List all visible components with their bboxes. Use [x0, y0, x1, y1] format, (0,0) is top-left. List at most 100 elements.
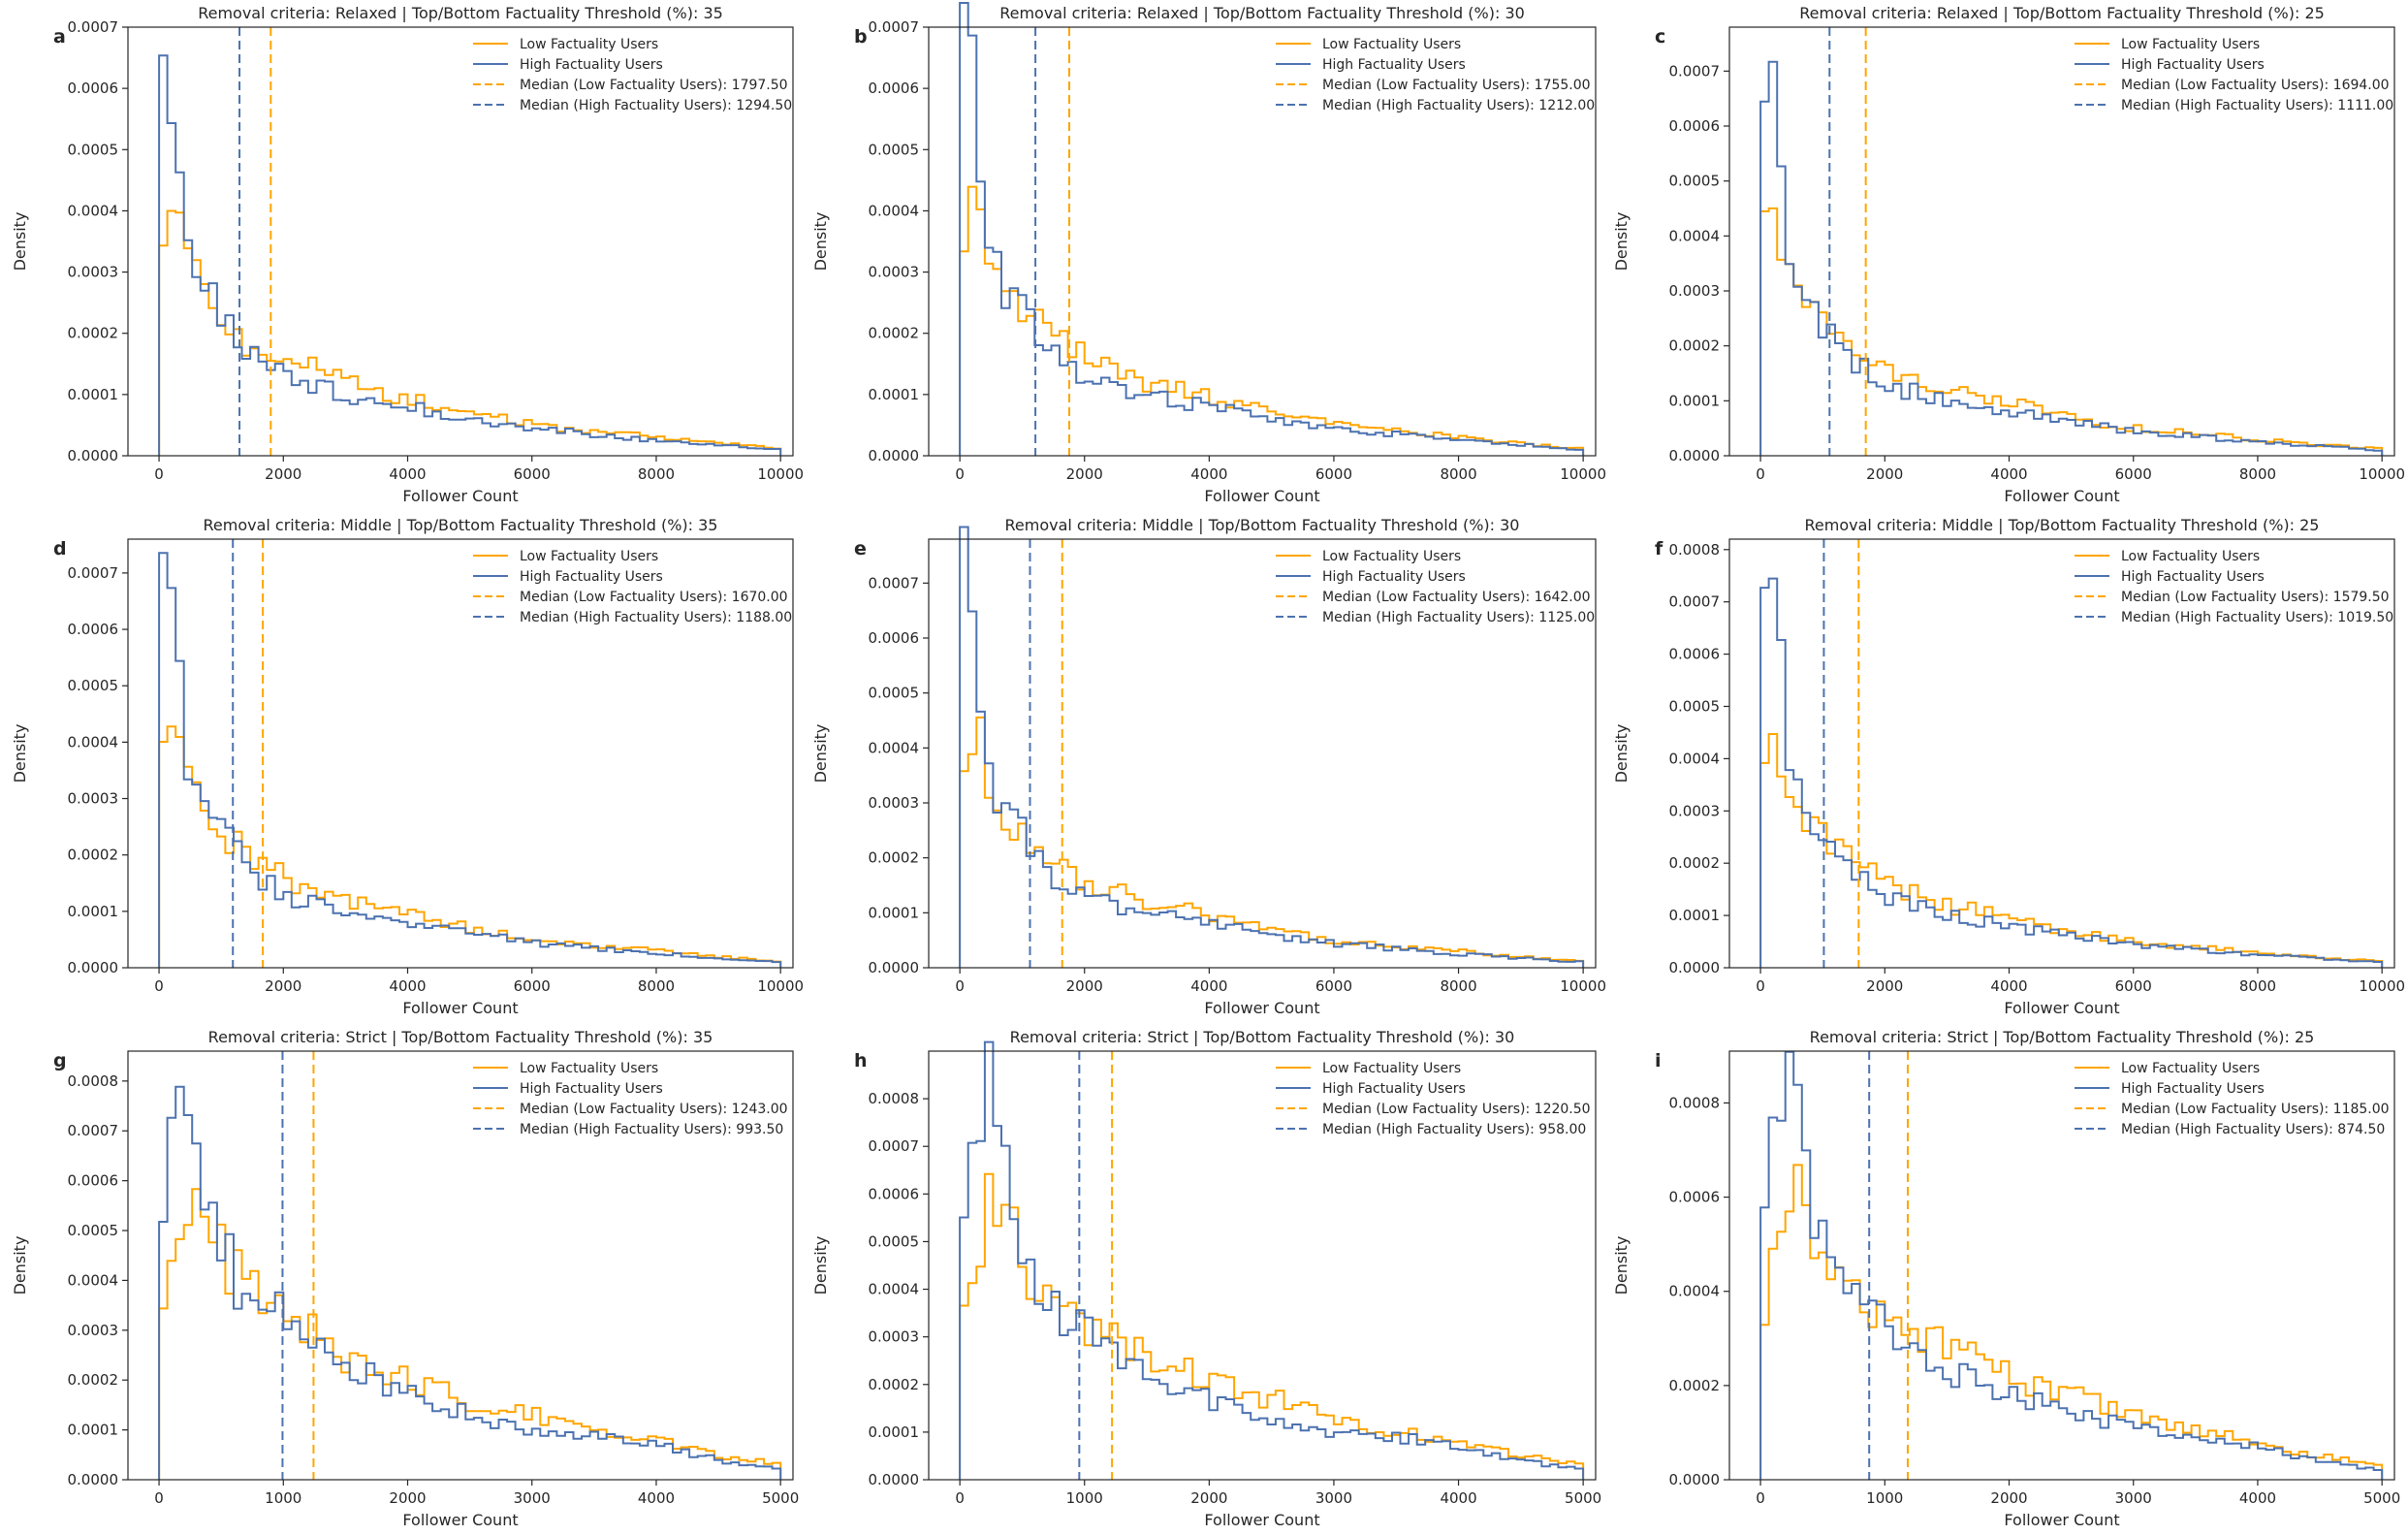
series-high-factuality-histogram [158, 552, 782, 968]
y-axis-label: Density [1612, 1236, 1631, 1295]
y-tick-label: 0.0007 [68, 564, 119, 582]
axes-frame [127, 1050, 794, 1481]
panel-letter: g [53, 1050, 67, 1071]
x-tick-label: 2000 [1990, 1489, 2027, 1507]
x-tick-label: 10000 [2359, 977, 2405, 995]
legend-median-high-label: Median (High Factuality Users): 1188.00 [520, 610, 792, 625]
x-tick-label: 0 [1756, 1489, 1765, 1507]
chart-title: Removal criteria: Relaxed | Top/Bottom F… [1799, 4, 2325, 22]
legend-low-label: Low Factuality Users [520, 1061, 658, 1076]
y-tick-label: 0.0003 [68, 1322, 119, 1339]
axes-frame [928, 538, 1597, 969]
x-tick-label: 5000 [2363, 1489, 2400, 1507]
y-tick-label: 0.0001 [869, 1423, 920, 1441]
x-axis-label: Follower Count [402, 487, 518, 505]
x-tick-label: 4000 [389, 977, 426, 995]
legend-high-label: High Factuality Users [520, 1081, 663, 1097]
x-tick-label: 0 [955, 465, 965, 483]
legend-low-label: Low Factuality Users [520, 37, 658, 52]
y-tick-label: 0.0001 [1669, 392, 1721, 409]
y-tick-label: 0.0006 [869, 80, 920, 97]
panel-i: 0 1000 2000 3000 4000 5000 0.0000 0.0002 0.0004 0… [1612, 1028, 2400, 1529]
y-tick-label: 0.0002 [869, 1376, 920, 1393]
y-axis-label: Density [1612, 724, 1631, 783]
x-tick-label: 2000 [1066, 465, 1103, 483]
x-tick-label: 4000 [1190, 977, 1227, 995]
panel-h: 0 1000 2000 3000 4000 5000 0.0000 0.0001 0.0002 0… [811, 1028, 1601, 1529]
x-tick-label: 0 [154, 465, 164, 483]
axes-frame [1728, 1050, 2395, 1481]
x-tick-label: 0 [955, 977, 965, 995]
x-tick-label: 10000 [2359, 465, 2405, 483]
y-tick-label: 0.0007 [869, 574, 920, 592]
panel-b: 0 2000 4000 6000 8000 10000 0.0000 0.0001 0.0002… [811, 2, 1606, 505]
legend-median-low-label: Median (Low Factuality Users): 1579.50 [2121, 590, 2390, 605]
x-tick-label: 1000 [1066, 1489, 1103, 1507]
x-tick-label: 2000 [389, 1489, 426, 1507]
panel-f: 0 2000 4000 6000 8000 10000 0.0000 0.0001 0.0002… [1612, 516, 2405, 1017]
x-tick-label: 5000 [1565, 1489, 1601, 1507]
series-low-factuality-histogram [1759, 207, 2384, 456]
y-tick-label: 0.0002 [1669, 1377, 1721, 1394]
chart-title: Removal criteria: Strict | Top/Bottom Fa… [208, 1028, 713, 1046]
chart-title: Removal criteria: Strict | Top/Bottom Fa… [1010, 1028, 1515, 1046]
chart-title: Removal criteria: Strict | Top/Bottom Fa… [1810, 1028, 2315, 1046]
axes-frame [928, 26, 1597, 457]
legend-high-label: High Factuality Users [520, 57, 663, 73]
x-tick-label: 8000 [638, 977, 675, 995]
x-tick-label: 8000 [638, 465, 675, 483]
x-tick-label: 2000 [1866, 465, 1903, 483]
y-tick-label: 0.0004 [68, 1271, 119, 1289]
y-tick-label: 0.0002 [869, 849, 920, 867]
x-tick-label: 6000 [514, 465, 551, 483]
x-tick-label: 3000 [514, 1489, 551, 1507]
legend-high-label: High Factuality Users [2121, 1081, 2265, 1097]
y-tick-label: 0.0007 [869, 18, 920, 36]
legend-median-high-label: Median (High Factuality Users): 874.50 [2121, 1122, 2385, 1137]
x-tick-label: 8000 [1440, 977, 1476, 995]
y-tick-label: 0.0001 [869, 904, 920, 921]
y-tick-label: 0.0007 [1669, 62, 1721, 80]
legend-low-label: Low Factuality Users [2121, 37, 2260, 52]
y-tick-label: 0.0008 [1669, 541, 1721, 559]
x-tick-label: 2000 [1190, 1489, 1227, 1507]
x-tick-label: 8000 [2239, 465, 2276, 483]
panel-d: 0 2000 4000 6000 8000 10000 0.0000 0.0001 0.0002… [11, 516, 804, 1017]
legend-median-high-label: Median (High Factuality Users): 1294.50 [520, 98, 792, 113]
x-tick-label: 0 [154, 1489, 164, 1507]
y-tick-label: 0.0007 [869, 1137, 920, 1155]
series-low-factuality-histogram [158, 725, 782, 968]
x-axis-label: Follower Count [1204, 1511, 1319, 1529]
series-high-factuality-histogram [959, 1040, 1585, 1480]
series-high-factuality-histogram [1759, 577, 2384, 968]
y-tick-label: 0.0000 [869, 1471, 920, 1488]
y-tick-label: 0.0003 [68, 264, 119, 281]
legend-median-high-label: Median (High Factuality Users): 1019.50 [2121, 610, 2393, 625]
panel-letter: c [1655, 26, 1665, 48]
y-tick-label: 0.0006 [1669, 117, 1721, 135]
chart-title: Removal criteria: Relaxed | Top/Bottom F… [999, 4, 1525, 22]
x-tick-label: 1000 [1866, 1489, 1903, 1507]
axes-frame [127, 538, 794, 969]
y-tick-label: 0.0002 [1669, 854, 1721, 872]
axes-frame [928, 1050, 1597, 1481]
legend-median-low-label: Median (Low Factuality Users): 1243.00 [520, 1102, 788, 1117]
y-tick-label: 0.0000 [869, 447, 920, 464]
legend-median-low-label: Median (Low Factuality Users): 1220.50 [1322, 1102, 1591, 1117]
x-tick-label: 0 [1756, 977, 1765, 995]
panel-letter: f [1655, 538, 1663, 560]
legend-low-label: Low Factuality Users [520, 549, 658, 564]
series-high-factuality-histogram [158, 54, 782, 456]
y-tick-label: 0.0005 [869, 141, 920, 158]
x-tick-label: 6000 [1315, 465, 1352, 483]
x-tick-label: 5000 [762, 1489, 799, 1507]
x-tick-label: 2000 [1866, 977, 1903, 995]
legend-high-label: High Factuality Users [1322, 1081, 1466, 1097]
x-tick-label: 1000 [265, 1489, 301, 1507]
x-axis-label: Follower Count [402, 1511, 518, 1529]
x-axis-label: Follower Count [2004, 487, 2119, 505]
x-tick-label: 8000 [2239, 977, 2276, 995]
legend-median-low-label: Median (Low Factuality Users): 1185.00 [2121, 1102, 2390, 1117]
x-axis-label: Follower Count [1204, 487, 1319, 505]
panel-a: 0 2000 4000 6000 8000 10000 0.0000 0.0001 0.0002… [11, 4, 804, 505]
